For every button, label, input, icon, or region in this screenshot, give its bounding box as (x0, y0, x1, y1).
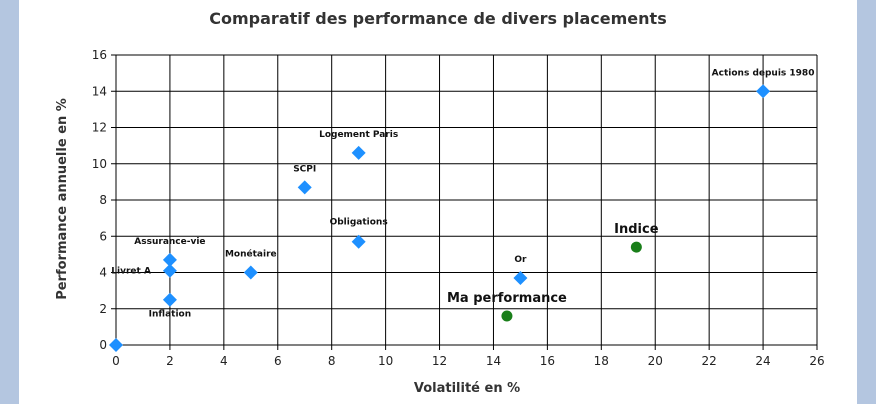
circle-point (630, 241, 642, 253)
point-label: Monétaire (225, 249, 277, 260)
data-points (109, 84, 771, 352)
point-label: Inflation (149, 310, 191, 320)
diamond-point (162, 252, 177, 267)
diamond-point (162, 263, 177, 278)
y-tick-label: 0 (99, 338, 107, 352)
diamond-point (297, 180, 312, 195)
y-tick-label: 16 (92, 48, 107, 62)
circle-point (501, 310, 513, 322)
scatter-chart: Comparatif des performance de divers pla… (55, 9, 825, 396)
point-label: Obligations (330, 218, 388, 228)
chart-title: Comparatif des performance de divers pla… (209, 9, 666, 28)
y-tick-label: 4 (99, 266, 107, 280)
x-tick-label: 0 (112, 354, 120, 368)
x-tick-label: 2 (166, 354, 174, 368)
x-tick-label: 4 (220, 354, 228, 368)
point-label: Assurance-vie (134, 237, 205, 247)
diamond-point (351, 145, 366, 160)
x-tick-label: 22 (702, 354, 717, 368)
y-tick-label: 2 (99, 302, 107, 316)
point-label: Actions depuis 1980 (712, 68, 815, 78)
x-tick-label: 26 (809, 354, 824, 368)
grid (111, 54, 818, 350)
point-label: Indice (614, 222, 659, 237)
x-tick-label: 24 (755, 354, 770, 368)
y-tick-label: 8 (99, 193, 107, 207)
point-label: SCPI (293, 164, 316, 174)
diamond-point (162, 292, 177, 307)
x-axis-title: Volatilité en % (414, 381, 520, 396)
x-tick-label: 14 (486, 354, 501, 368)
diamond-point (243, 265, 258, 280)
point-label: Livret A (111, 267, 151, 277)
x-tick-label: 6 (274, 354, 282, 368)
x-tick-label: 10 (378, 354, 393, 368)
x-tick-label: 8 (328, 354, 336, 368)
y-axis-title: Performance annuelle en % (55, 98, 70, 300)
y-tick-label: 14 (92, 84, 107, 98)
diamond-point (513, 270, 528, 285)
y-tick-label: 12 (92, 121, 107, 135)
chart-panel: Comparatif des performance de divers pla… (19, 0, 857, 404)
x-tick-label: 16 (540, 354, 555, 368)
x-tick-label: 18 (594, 354, 609, 368)
diamond-point (756, 84, 771, 99)
x-tick-label: 20 (648, 354, 663, 368)
point-label: Logement Paris (319, 130, 398, 140)
y-tick-label: 10 (92, 157, 107, 171)
diamond-point (351, 234, 366, 249)
point-label: Or (514, 255, 527, 265)
diamond-point (109, 338, 123, 352)
point-labels: Assurance-vie Livret A Inflation Monétaire S… (111, 68, 814, 319)
y-tick-label: 6 (99, 229, 107, 243)
point-label: Ma performance (447, 291, 567, 306)
x-tick-label: 12 (432, 354, 447, 368)
